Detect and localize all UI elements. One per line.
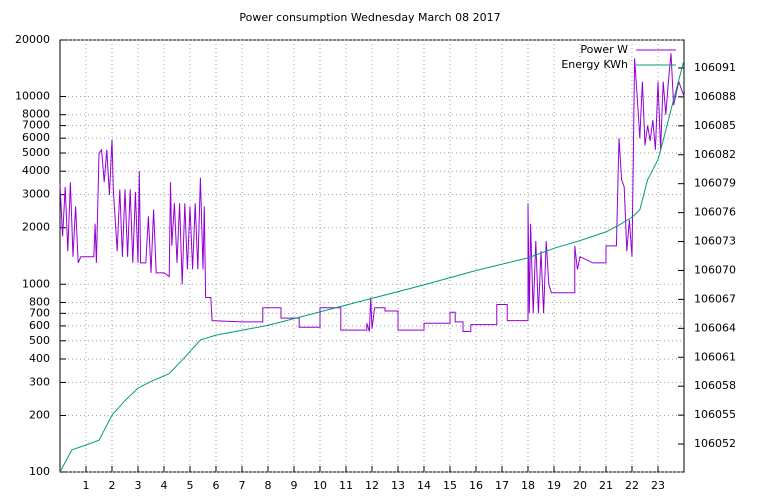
x-tick-label: 3: [135, 479, 142, 492]
x-tick-label: 7: [239, 479, 246, 492]
y-tick-label: 800: [29, 295, 50, 308]
y2-tick-label: 106076: [694, 206, 736, 219]
x-tick-label: 16: [469, 479, 483, 492]
y-tick-label: 700: [29, 306, 50, 319]
y2-tick-label: 106061: [694, 350, 736, 363]
x-tick-label: 13: [391, 479, 405, 492]
y-tick-label: 1000: [22, 277, 50, 290]
y-tick-label: 400: [29, 352, 50, 365]
x-tick-label: 17: [495, 479, 509, 492]
y2-tick-label: 106058: [694, 379, 736, 392]
y-tick-label: 10000: [15, 90, 50, 103]
x-tick-label: 2: [109, 479, 116, 492]
x-tick-label: 23: [651, 479, 665, 492]
y-tick-label: 600: [29, 319, 50, 332]
x-tick-label: 6: [213, 479, 220, 492]
y2-tick-label: 106088: [694, 90, 736, 103]
series-line: [59, 53, 685, 332]
y-tick-label: 6000: [22, 131, 50, 144]
chart-title: Power consumption Wednesday March 08 201…: [239, 11, 500, 24]
y-tick-label: 2000: [22, 221, 50, 234]
x-tick-label: 18: [521, 479, 535, 492]
x-tick-label: 9: [291, 479, 298, 492]
y2-tick-label: 106085: [694, 119, 736, 132]
legend-label: Power W: [580, 43, 628, 56]
x-tick-label: 21: [599, 479, 613, 492]
x-tick-label: 22: [625, 479, 639, 492]
y-tick-label: 3000: [22, 188, 50, 201]
y2-tick-label: 106055: [694, 408, 736, 421]
x-tick-label: 14: [417, 479, 431, 492]
y2-tick-label: 106070: [694, 263, 736, 276]
x-tick-label: 12: [365, 479, 379, 492]
y2-tick-label: 106091: [694, 61, 736, 74]
y-tick-label: 5000: [22, 146, 50, 159]
y-tick-label: 7000: [22, 119, 50, 132]
y-tick-label: 4000: [22, 164, 50, 177]
x-tick-label: 10: [313, 479, 327, 492]
y2-tick-label: 106067: [694, 292, 736, 305]
x-tick-label: 19: [547, 479, 561, 492]
y-tick-label: 200: [29, 408, 50, 421]
x-tick-label: 1: [83, 479, 90, 492]
legend-label: Energy KWh: [561, 58, 628, 71]
x-tick-label: 5: [187, 479, 194, 492]
y2-tick-label: 106082: [694, 148, 736, 161]
y2-tick-label: 106064: [694, 321, 736, 334]
y-tick-label: 300: [29, 375, 50, 388]
x-tick-label: 15: [443, 479, 457, 492]
x-tick-label: 4: [161, 479, 168, 492]
y-tick-label: 20000: [15, 33, 50, 46]
y-tick-label: 100: [29, 465, 50, 478]
y-tick-label: 8000: [22, 108, 50, 121]
y-tick-label: 500: [29, 334, 50, 347]
x-tick-label: 11: [339, 479, 353, 492]
y2-tick-label: 106079: [694, 177, 736, 190]
y2-tick-label: 106073: [694, 235, 736, 248]
x-tick-label: 20: [573, 479, 587, 492]
x-tick-label: 8: [265, 479, 272, 492]
series-line: [59, 60, 685, 473]
y2-tick-label: 106052: [694, 437, 736, 450]
